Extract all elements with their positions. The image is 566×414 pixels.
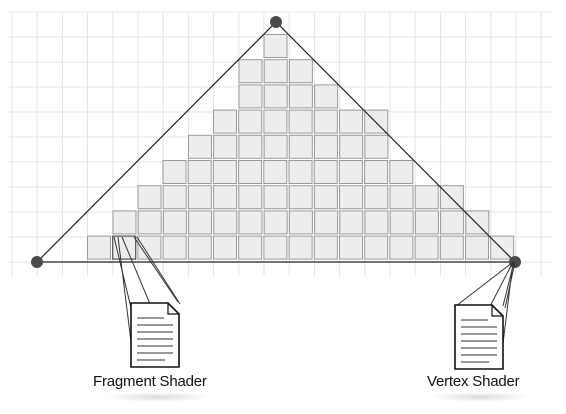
fragment-grid — [87, 34, 515, 260]
fragment-square — [439, 185, 464, 210]
fragment-square — [288, 109, 313, 134]
fragment-square — [87, 235, 111, 260]
fragment-shader-label: Fragment Shader — [93, 373, 207, 390]
fragment-square — [414, 185, 439, 210]
fragment-square — [162, 185, 187, 210]
fragment-square — [213, 185, 238, 210]
fragment-square — [288, 84, 313, 109]
vertex-shader-document-icon — [454, 304, 504, 370]
fragment-square — [414, 210, 439, 235]
fragment-square — [389, 185, 414, 210]
fragment-square — [439, 235, 464, 260]
fragment-square — [263, 210, 288, 235]
fragment-square — [263, 160, 288, 184]
fragment-square — [440, 210, 465, 235]
fragment-square — [339, 134, 364, 159]
fragment-square — [238, 59, 263, 84]
fragment-label-shadow — [103, 392, 213, 402]
fragment-square — [213, 210, 238, 235]
fragment-square — [137, 185, 162, 210]
fragment-square — [263, 235, 288, 260]
fragment-square — [314, 84, 339, 109]
fragment-square — [213, 235, 237, 260]
fragment-square — [288, 160, 313, 184]
fragment-square — [389, 210, 414, 235]
vertex-shader-label: Vertex Shader — [427, 373, 520, 390]
fragment-shader-callout — [113, 236, 181, 368]
fragment-square — [313, 109, 338, 134]
fragment-square — [187, 185, 212, 210]
fragment-square — [238, 160, 263, 184]
fragment-square — [364, 134, 389, 159]
fragment-square — [187, 160, 212, 184]
fragment-square — [465, 235, 489, 260]
fragment-square — [288, 210, 313, 235]
fragment-square — [364, 109, 389, 134]
fragment-square — [238, 185, 263, 210]
fragment-square — [212, 160, 237, 184]
fragment-square — [288, 134, 313, 159]
fragment-square — [288, 59, 313, 84]
fragment-square — [364, 160, 389, 184]
fragment-square — [339, 235, 363, 260]
selected-fragment — [112, 235, 137, 260]
fragment-square — [389, 160, 414, 184]
vertex-shader-callout — [454, 261, 516, 370]
fragment-square — [263, 134, 288, 159]
fragment-square — [263, 185, 288, 210]
fragment-square — [162, 235, 187, 260]
fragment-square — [364, 210, 389, 235]
fragment-square — [339, 109, 363, 134]
fragment-square — [389, 235, 414, 260]
fragment-square — [238, 235, 263, 260]
fragment-square — [238, 84, 263, 109]
fragment-square — [137, 210, 162, 235]
fragment-shader-document-icon — [130, 302, 180, 368]
fragment-square — [263, 84, 288, 109]
fragment-square — [188, 210, 213, 235]
fragment-square — [162, 160, 187, 184]
vertex-point — [270, 16, 282, 28]
fragment-square — [313, 235, 338, 260]
fragment-square — [238, 210, 263, 235]
fragment-square — [490, 235, 515, 260]
fragment-square — [364, 235, 389, 260]
fragment-square — [238, 134, 263, 159]
fragment-square — [263, 59, 288, 84]
fragment-square — [314, 134, 338, 159]
triangle-edges — [35, 21, 517, 263]
fragment-square — [339, 185, 364, 210]
fragment-square — [465, 210, 490, 235]
fragment-square — [238, 109, 263, 134]
fragment-square — [314, 210, 339, 235]
fragment-square — [364, 185, 389, 210]
fragment-square — [213, 109, 237, 134]
fragment-square — [187, 235, 212, 260]
fragment-square — [213, 134, 238, 159]
fragment-square — [313, 185, 338, 210]
fragment-square — [288, 235, 313, 260]
vertex-point — [31, 256, 43, 268]
fragment-square — [162, 210, 187, 235]
fragment-square — [339, 210, 364, 235]
fragment-square — [288, 185, 313, 210]
fragment-square — [313, 160, 338, 184]
vertex-label-shadow — [430, 392, 530, 402]
fragment-square — [112, 210, 137, 235]
fragment-square — [263, 109, 288, 134]
fragment-square — [263, 34, 288, 58]
fragment-square — [338, 160, 363, 184]
fragment-square — [414, 235, 439, 260]
fragment-square — [188, 134, 212, 159]
